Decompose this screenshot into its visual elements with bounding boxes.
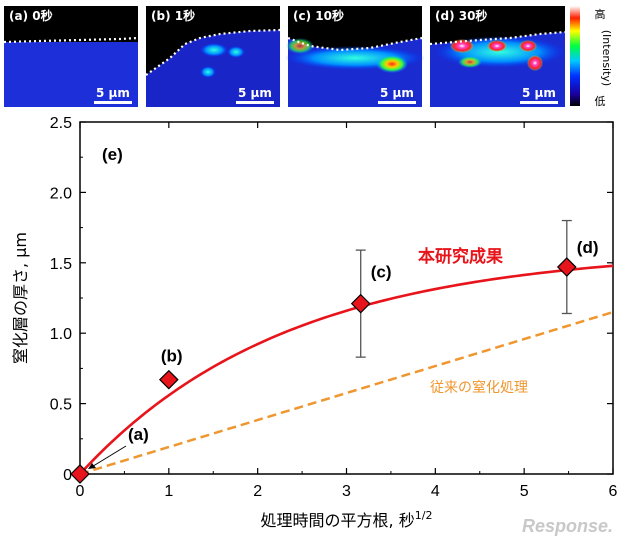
data-point xyxy=(158,369,179,390)
x-axis-label-sup: 1/2 xyxy=(415,509,433,522)
data-point-label: (b) xyxy=(161,347,183,366)
data-point xyxy=(350,293,371,314)
panel-e-label: (e) xyxy=(102,145,123,164)
label-arrow xyxy=(89,445,127,469)
x-tick-label: 0 xyxy=(76,483,85,500)
scale-label-a: 5 μm xyxy=(96,86,130,100)
scale-label-c: 5 μm xyxy=(380,86,414,100)
colorbar-title: (Intensity) xyxy=(600,30,613,86)
thickness-chart: 0 1 2 3 4 5 6 0 0.5 1.0 1.5 2.0 2.5 (a) (b) (c) (d) xyxy=(50,115,618,500)
scale-label-b: 5 μm xyxy=(238,86,272,100)
scale-label-d: 5 μm xyxy=(522,86,556,100)
data-point-label: (a) xyxy=(128,425,149,444)
y-tick-label: 0 xyxy=(63,467,72,484)
y-tick-label: 1.5 xyxy=(50,256,72,273)
data-point-label: (d) xyxy=(577,238,599,257)
x-tick-label: 6 xyxy=(609,483,618,500)
x-tick-label: 2 xyxy=(253,483,262,500)
series-label-this-research: 本研究成果 xyxy=(418,246,503,267)
label-arrow-head xyxy=(88,463,96,469)
y-tick-label: 1.0 xyxy=(50,326,72,343)
colorbar-low-label: 低 xyxy=(595,95,606,108)
series-line-conventional xyxy=(79,310,614,476)
y-axis-label: 窒化層の厚さ, μm xyxy=(11,232,30,364)
data-point xyxy=(556,257,577,277)
y-tick-label: 2.5 xyxy=(50,115,72,132)
x-axis-label-text: 処理時間の平方根, 秒 xyxy=(261,511,415,530)
y-tick-label: 0.5 xyxy=(50,397,72,414)
x-axis-label: 処理時間の平方根, 秒1/2 xyxy=(261,509,433,530)
series-label-conventional: 従来の窒化処理 xyxy=(430,379,528,396)
micrograph-c xyxy=(285,6,425,107)
micrograph-d-label: (d) 30秒 xyxy=(435,8,487,23)
x-tick-label: 1 xyxy=(164,483,173,500)
x-tick-label: 3 xyxy=(342,483,351,500)
x-tick-label: 4 xyxy=(431,483,440,500)
data-point-label: (c) xyxy=(371,263,392,282)
micrograph-b-label: (b) 1秒 xyxy=(151,8,195,23)
micrograph-a-label: (a) 0秒 xyxy=(9,8,53,23)
micrograph-a xyxy=(3,6,139,107)
y-tick-label: 2.0 xyxy=(50,185,72,202)
micrograph-b xyxy=(145,6,281,107)
series-line-this-research xyxy=(79,264,614,475)
x-tick-label: 5 xyxy=(520,483,529,500)
watermark: Response. xyxy=(522,516,613,536)
colorbar-high-label: 高 xyxy=(595,7,606,21)
micrograph-d xyxy=(429,6,566,107)
data-point xyxy=(70,464,90,484)
scale-bars xyxy=(94,101,558,104)
colorbar xyxy=(570,6,580,106)
micrograph-c-label: (c) 10秒 xyxy=(293,8,344,23)
plot-frame xyxy=(79,121,614,475)
